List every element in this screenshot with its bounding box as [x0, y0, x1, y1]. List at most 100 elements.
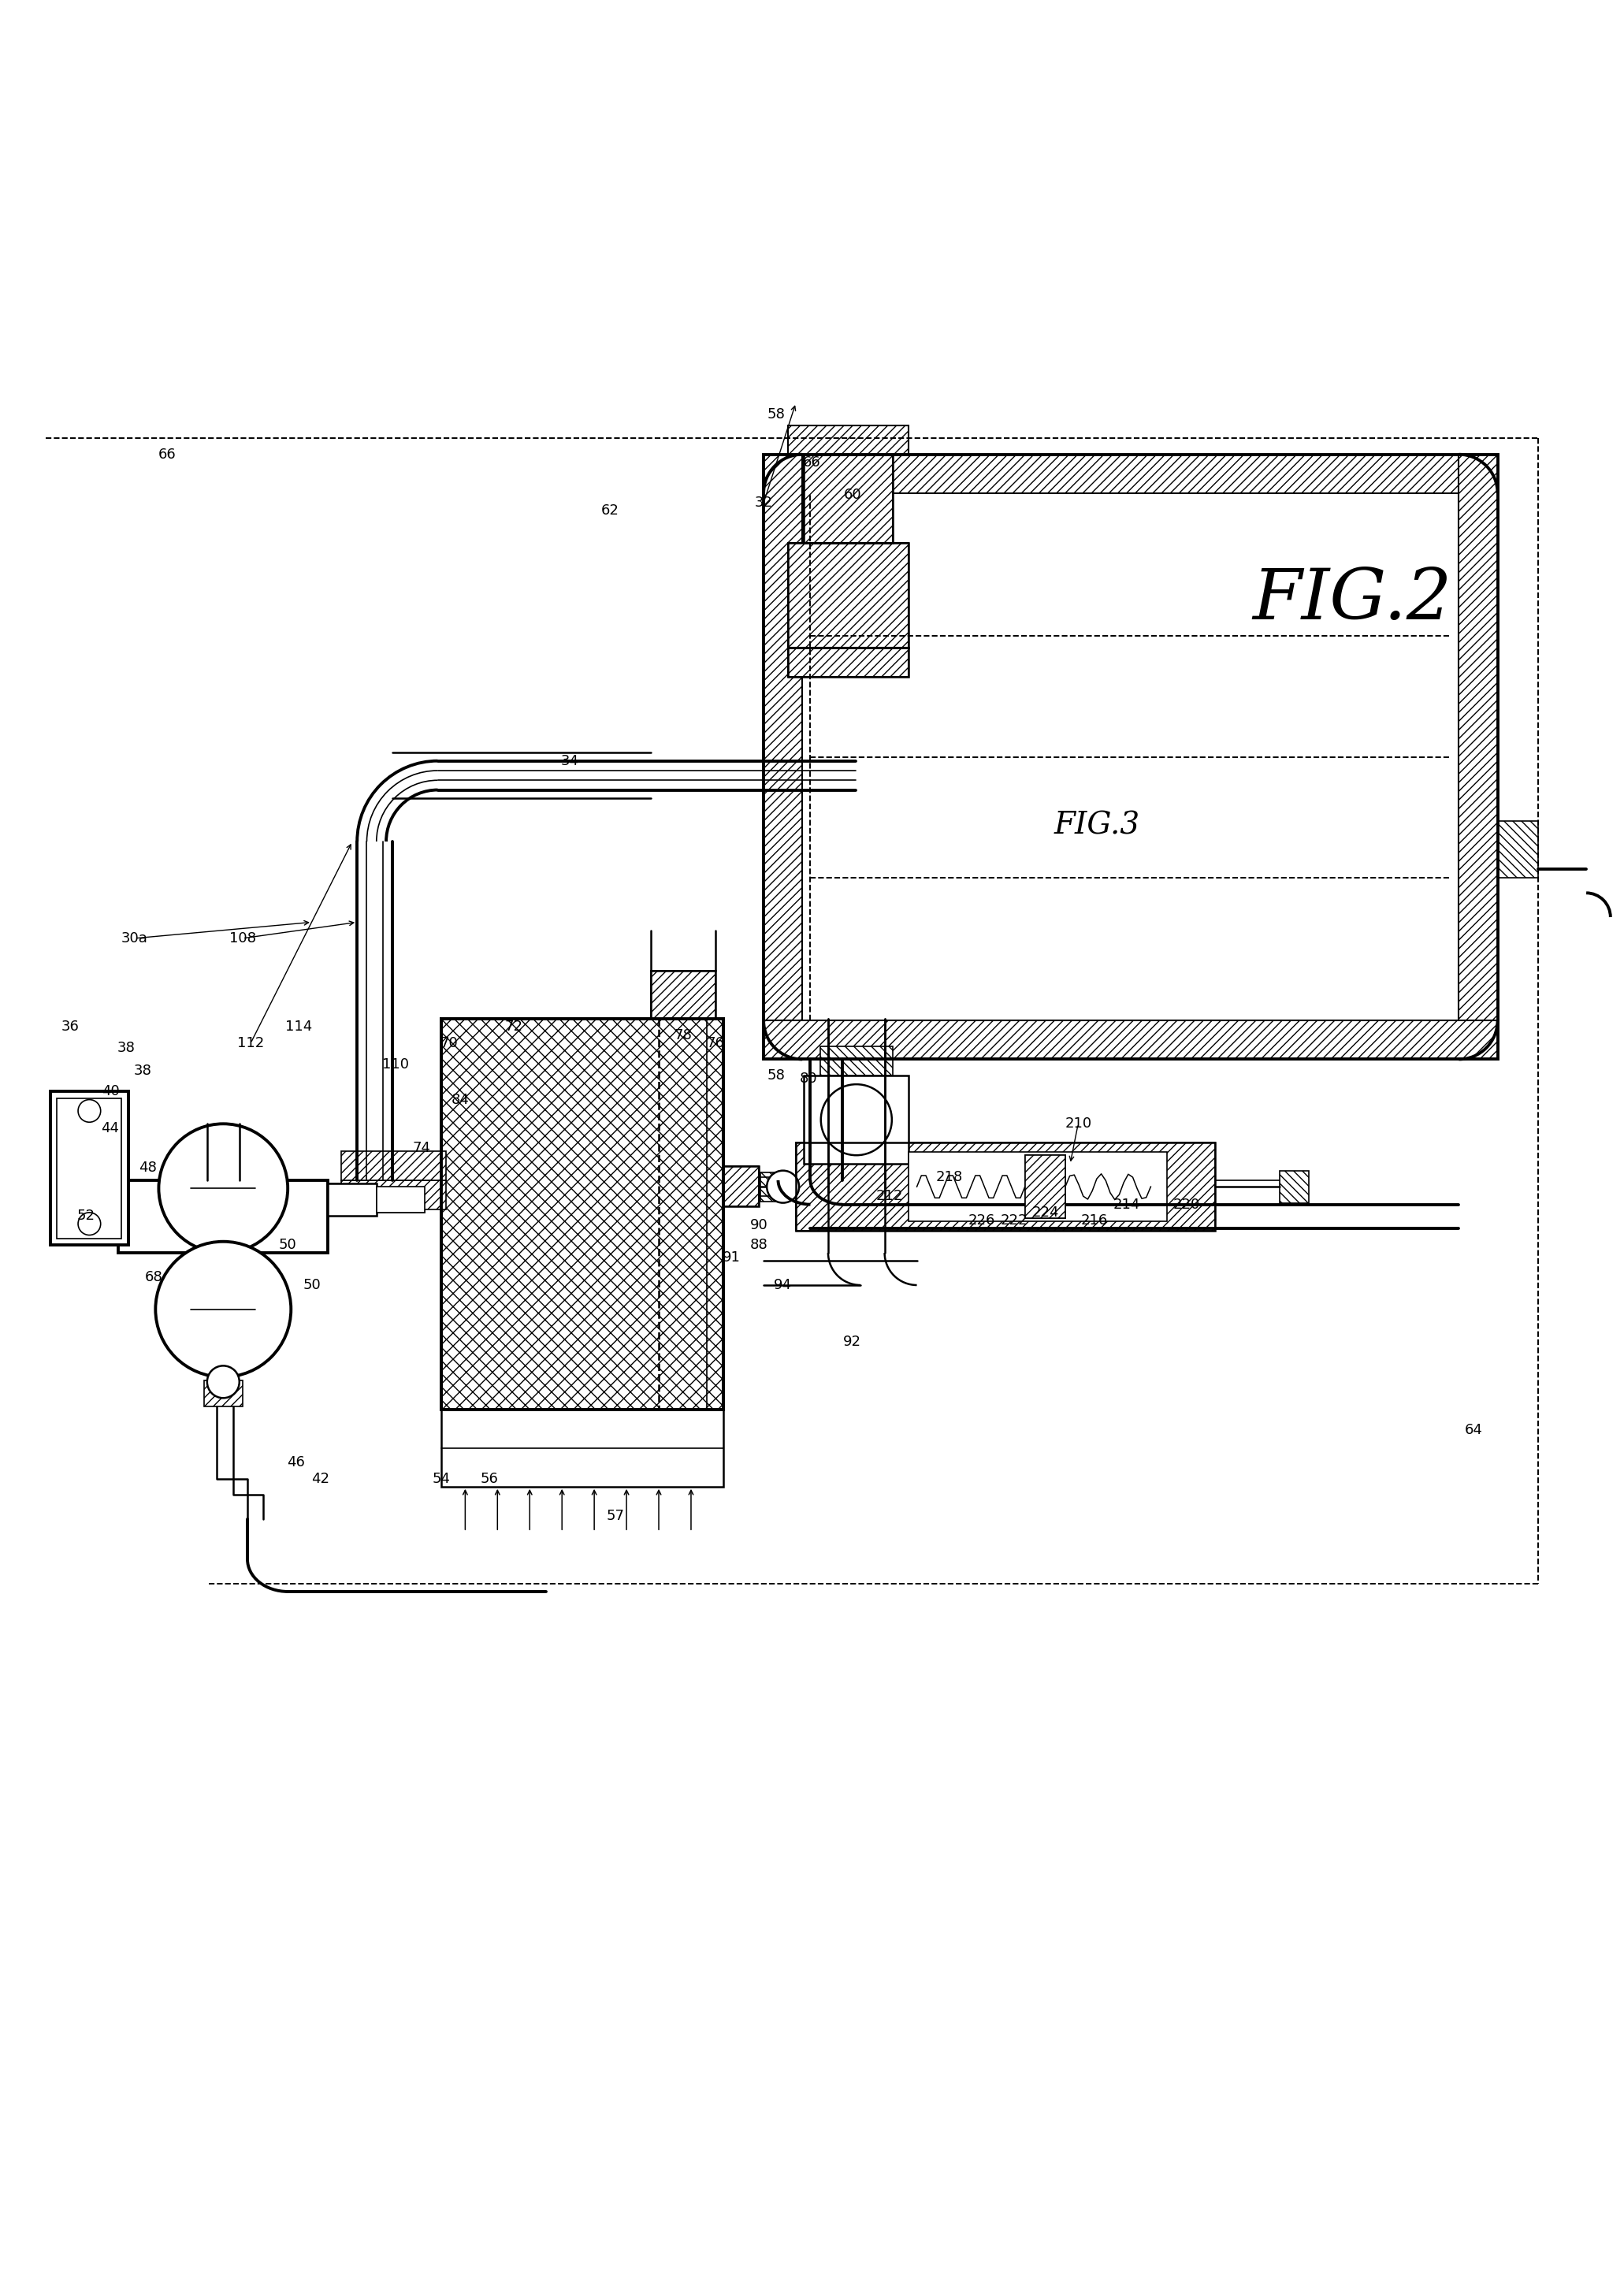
Text: 224: 224 [1033, 1205, 1059, 1219]
Text: 210: 210 [1065, 1116, 1091, 1132]
Bar [127, 1189, 320, 1244]
Circle shape [156, 1242, 291, 1378]
Bar [442, 1019, 723, 1410]
Text: 90: 90 [750, 1219, 768, 1233]
Text: 36: 36 [62, 1019, 80, 1033]
Text: 212: 212 [875, 1189, 903, 1203]
Text: 40: 40 [101, 1084, 119, 1100]
Bar [796, 1143, 1215, 1231]
Text: 42: 42 [310, 1472, 330, 1486]
Bar [50, 1091, 128, 1244]
Bar [804, 455, 893, 544]
Bar [804, 455, 893, 544]
Text: 60: 60 [843, 487, 861, 503]
Text: 30a: 30a [122, 932, 148, 946]
Text: 68: 68 [145, 1270, 162, 1283]
Text: 76: 76 [706, 1035, 724, 1049]
Bar [651, 971, 715, 1019]
Text: 58: 58 [768, 1068, 786, 1081]
Text: 48: 48 [138, 1159, 156, 1176]
Bar [328, 1182, 377, 1217]
Bar [796, 1143, 1215, 1231]
Text: 58: 58 [768, 406, 786, 420]
Text: 70: 70 [440, 1035, 458, 1049]
Text: 32: 32 [755, 496, 773, 510]
Text: 80: 80 [801, 1072, 818, 1086]
Text: 78: 78 [674, 1029, 692, 1042]
Bar [788, 544, 909, 647]
Bar [442, 1019, 723, 1410]
Text: 44: 44 [101, 1120, 120, 1137]
Text: 34: 34 [560, 753, 580, 767]
Bar [205, 1380, 242, 1405]
Bar [820, 1164, 893, 1194]
Text: 64: 64 [1465, 1424, 1483, 1437]
Text: 114: 114 [286, 1019, 312, 1033]
Bar [788, 647, 909, 677]
Circle shape [78, 1212, 101, 1235]
Text: 38: 38 [117, 1040, 135, 1056]
Text: 220: 220 [1173, 1196, 1200, 1212]
Text: 50: 50 [279, 1238, 297, 1251]
Text: 218: 218 [935, 1171, 963, 1185]
Text: 94: 94 [775, 1279, 793, 1293]
Bar [788, 544, 909, 647]
Bar [763, 1022, 1497, 1058]
Text: 38: 38 [133, 1063, 151, 1077]
Text: 88: 88 [750, 1238, 768, 1251]
Text: 56: 56 [481, 1472, 499, 1486]
Text: 50: 50 [304, 1279, 322, 1293]
Bar [1025, 1155, 1065, 1219]
Bar [760, 1173, 786, 1201]
Bar [119, 1180, 328, 1254]
Text: 226: 226 [968, 1215, 996, 1228]
Text: 108: 108 [229, 932, 257, 946]
Text: 66: 66 [802, 455, 822, 471]
Bar [723, 1166, 758, 1205]
Circle shape [78, 1100, 101, 1123]
Bar [820, 1047, 893, 1075]
Text: 222: 222 [1000, 1215, 1028, 1228]
Bar [788, 425, 909, 455]
Text: 110: 110 [382, 1056, 409, 1072]
Bar [341, 1180, 447, 1210]
Bar [341, 1150, 447, 1180]
Circle shape [159, 1123, 287, 1254]
Text: 92: 92 [843, 1334, 861, 1348]
Bar [1280, 1171, 1309, 1203]
Circle shape [820, 1084, 892, 1155]
Text: 216: 216 [1082, 1215, 1108, 1228]
Bar [1458, 455, 1497, 1058]
Bar [1497, 822, 1538, 877]
Text: 54: 54 [432, 1472, 450, 1486]
Text: 72: 72 [505, 1019, 523, 1033]
Text: 74: 74 [412, 1141, 430, 1155]
Bar [328, 1182, 377, 1217]
Bar [651, 971, 715, 1019]
Bar [377, 1187, 425, 1212]
Text: 214: 214 [1112, 1196, 1140, 1212]
Bar [763, 455, 1497, 494]
Bar [57, 1097, 122, 1238]
Bar [723, 1166, 758, 1205]
Text: 112: 112 [237, 1035, 265, 1049]
Bar [788, 647, 909, 677]
Text: FIG.3: FIG.3 [1054, 810, 1140, 840]
Text: 57: 57 [606, 1508, 624, 1522]
Bar [377, 1187, 425, 1212]
Bar [909, 1153, 1168, 1221]
Text: 84: 84 [451, 1093, 469, 1107]
Text: FIG.2: FIG.2 [1252, 565, 1452, 634]
Text: 66: 66 [158, 448, 175, 461]
Bar [804, 1075, 909, 1164]
Circle shape [208, 1366, 239, 1398]
Bar [1025, 1155, 1065, 1219]
Bar [442, 1410, 723, 1488]
Bar [763, 455, 802, 1058]
Text: 62: 62 [601, 503, 619, 519]
Text: 46: 46 [287, 1456, 305, 1469]
Bar [763, 455, 1497, 1058]
Text: 91: 91 [723, 1251, 741, 1265]
Text: 52: 52 [76, 1208, 96, 1224]
Circle shape [767, 1171, 799, 1203]
